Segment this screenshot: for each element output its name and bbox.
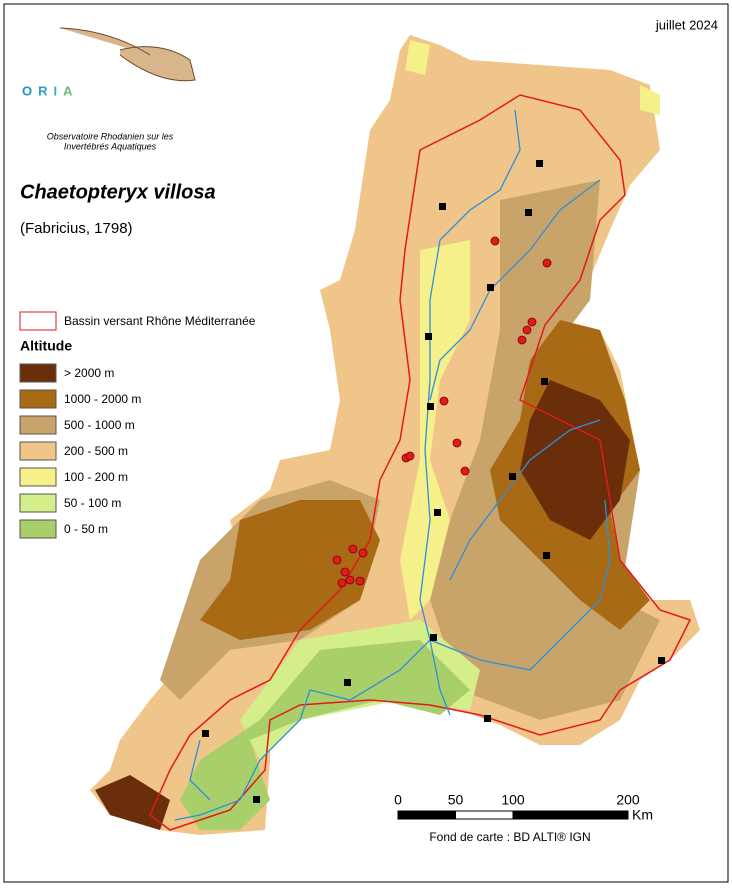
legend-label: 100 - 200 m bbox=[64, 470, 128, 484]
date: juillet 2024 bbox=[655, 17, 718, 32]
legend: Bassin versant Rhône Méditerranée Altitud… bbox=[19, 311, 256, 539]
legend-swatch bbox=[19, 363, 57, 383]
scale-segment bbox=[512, 810, 629, 820]
legend-label: Bassin versant Rhône Méditerranée bbox=[64, 314, 256, 328]
legend-label: 1000 - 2000 m bbox=[64, 392, 141, 406]
scale-label: 0 bbox=[394, 792, 402, 808]
scale-label: 200 bbox=[616, 792, 640, 808]
scale-label: 50 bbox=[448, 792, 464, 808]
legend-label: 200 - 500 m bbox=[64, 444, 128, 458]
scale-segment bbox=[397, 810, 456, 820]
legend-label: 50 - 100 m bbox=[64, 496, 121, 510]
logo-name: ORIA bbox=[22, 83, 79, 98]
legend-swatch bbox=[19, 467, 57, 487]
legend-swatch bbox=[19, 415, 57, 435]
logo-subtitle: Observatoire Rhodanien sur les bbox=[47, 131, 174, 141]
legend-title: Altitude bbox=[20, 338, 72, 354]
legend-swatch bbox=[19, 441, 57, 461]
legend-label: 500 - 1000 m bbox=[64, 418, 135, 432]
legend-swatch bbox=[19, 493, 57, 513]
scale-unit: Km bbox=[632, 807, 653, 823]
observations bbox=[332, 236, 552, 588]
terrain bbox=[90, 35, 700, 835]
legend-label: 0 - 50 m bbox=[64, 522, 108, 536]
legend-swatch bbox=[19, 519, 57, 539]
scale-segment bbox=[455, 810, 514, 820]
species-author: (Fabricius, 1798) bbox=[20, 220, 133, 237]
watershed-boundary bbox=[149, 94, 692, 831]
towns bbox=[202, 160, 665, 803]
credit: Fond de carte : BD ALTI® IGN bbox=[429, 830, 590, 844]
boundary-swatch bbox=[19, 311, 57, 331]
scale-label: 100 bbox=[501, 792, 525, 808]
logo-insect bbox=[59, 27, 196, 82]
legend-swatch bbox=[19, 389, 57, 409]
species-name: Chaetopteryx villosa bbox=[20, 181, 216, 203]
legend-label: > 2000 m bbox=[64, 366, 114, 380]
logo-subtitle: Invertébrés Aquatiques bbox=[64, 141, 157, 151]
